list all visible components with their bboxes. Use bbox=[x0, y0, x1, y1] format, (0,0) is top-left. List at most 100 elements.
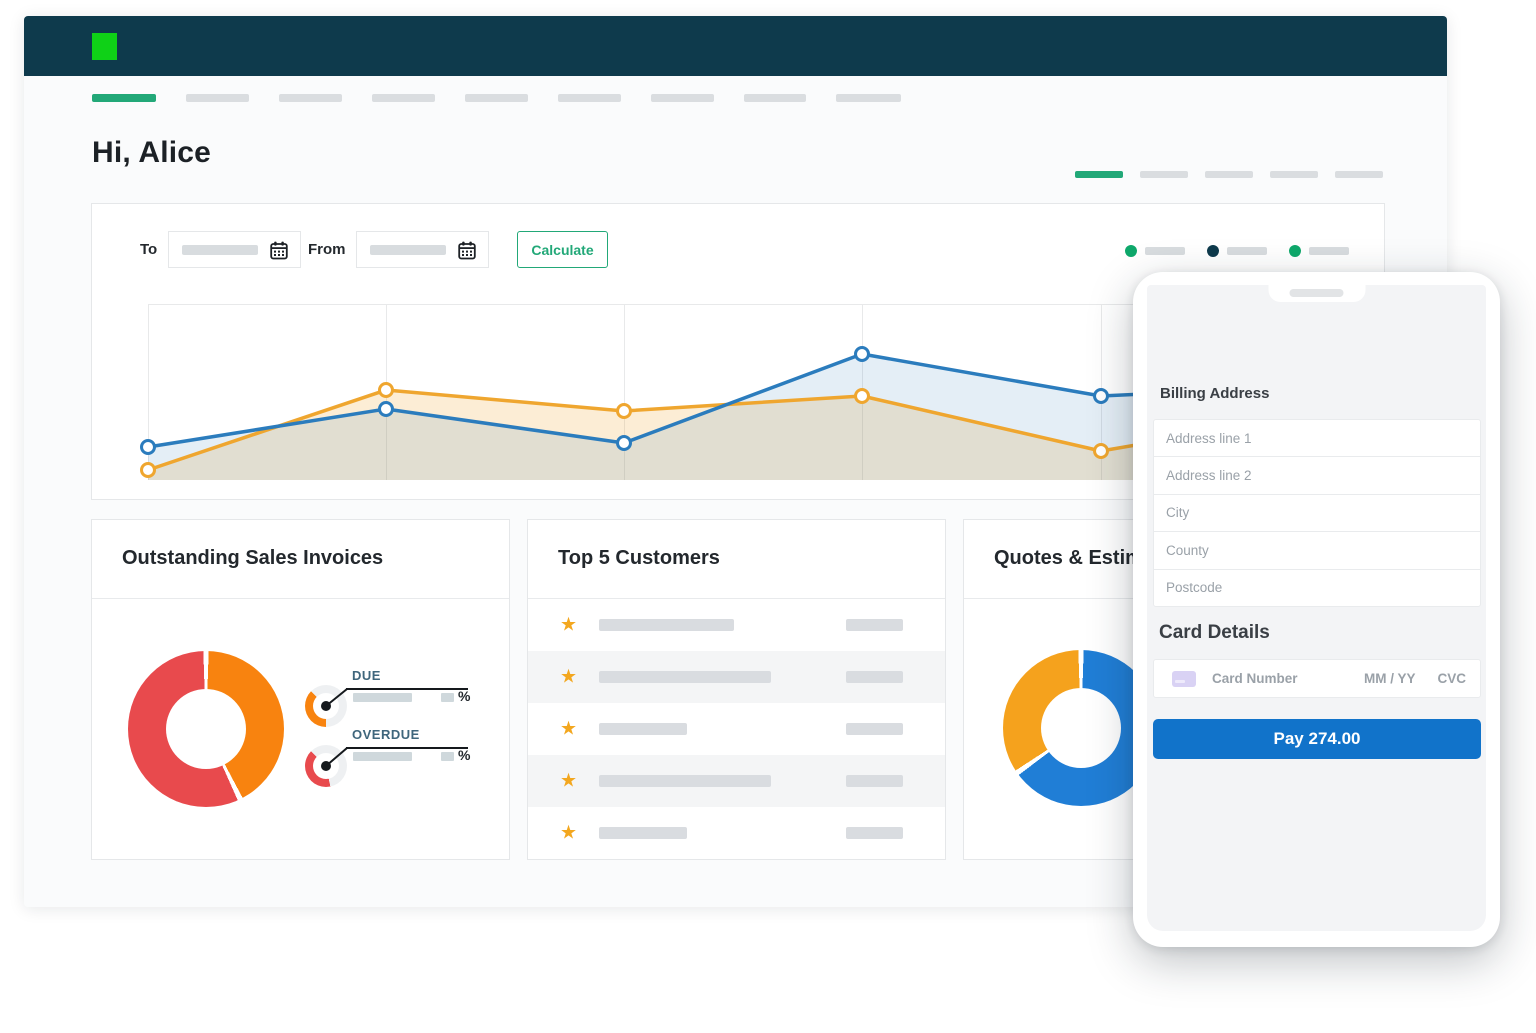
payment-phone-overlay: Billing Address Address line 1 Address li… bbox=[1133, 272, 1500, 947]
orange-series-area bbox=[148, 390, 1339, 480]
blue-series-point bbox=[378, 401, 394, 417]
overdue-callout-line bbox=[325, 747, 468, 767]
top-customers-list: ★ ★ ★ ★ ★ bbox=[528, 599, 945, 859]
overdue-percent-symbol: % bbox=[458, 747, 471, 763]
trend-chart-svg bbox=[140, 305, 1347, 480]
pay-button[interactable]: Pay 274.00 bbox=[1153, 719, 1481, 759]
star-icon: ★ bbox=[560, 718, 578, 740]
brand-logo[interactable] bbox=[92, 33, 117, 60]
legend-item-0 bbox=[1125, 245, 1185, 257]
overdue-label: OVERDUE bbox=[352, 727, 420, 742]
blue-series-point bbox=[616, 435, 632, 451]
nav-item-2[interactable] bbox=[279, 94, 342, 102]
from-date-input[interactable] bbox=[356, 231, 489, 268]
address-field-3[interactable]: County bbox=[1153, 531, 1481, 570]
from-label: From bbox=[308, 241, 346, 258]
placeholder-bar bbox=[599, 619, 734, 631]
divider bbox=[528, 598, 945, 599]
cvc-placeholder: CVC bbox=[1437, 671, 1466, 686]
outstanding-invoices-card: Outstanding Sales Invoices DUE % bbox=[91, 519, 510, 860]
placeholder-bar bbox=[846, 671, 903, 683]
star-icon: ★ bbox=[560, 666, 578, 688]
card-number-input[interactable]: Card Number MM / YY CVC bbox=[1153, 659, 1481, 698]
customer-row-2[interactable]: ★ bbox=[528, 703, 945, 755]
credit-card-icon bbox=[1172, 670, 1196, 687]
legend-item-2 bbox=[1289, 245, 1349, 257]
subnav-tab-3[interactable] bbox=[1270, 171, 1318, 178]
placeholder-bar bbox=[370, 245, 446, 255]
main-nav bbox=[92, 94, 901, 102]
card-title: Top 5 Customers bbox=[558, 547, 720, 569]
customer-row-3[interactable]: ★ bbox=[528, 755, 945, 807]
trend-chart-plot bbox=[140, 304, 1361, 480]
nav-item-4[interactable] bbox=[465, 94, 528, 102]
chart-legend bbox=[1125, 245, 1349, 257]
star-icon: ★ bbox=[560, 770, 578, 792]
placeholder-bar bbox=[599, 827, 687, 839]
subnav-tab-0[interactable] bbox=[1075, 171, 1123, 178]
calculate-button[interactable]: Calculate bbox=[517, 231, 608, 268]
subnav-tab-1[interactable] bbox=[1140, 171, 1188, 178]
orange-series-point bbox=[854, 388, 870, 404]
subnav-tab-2[interactable] bbox=[1205, 171, 1253, 178]
star-icon: ★ bbox=[560, 822, 578, 844]
address-field-4[interactable]: Postcode bbox=[1153, 568, 1481, 607]
blue-series-point bbox=[854, 346, 870, 362]
placeholder-bar bbox=[846, 775, 903, 787]
nav-item-1[interactable] bbox=[186, 94, 249, 102]
due-percent-symbol: % bbox=[458, 688, 471, 704]
nav-item-0[interactable] bbox=[92, 94, 156, 102]
due-label: DUE bbox=[352, 668, 381, 683]
expiry-placeholder: MM / YY bbox=[1363, 671, 1416, 686]
calendar-icon[interactable] bbox=[458, 241, 476, 260]
placeholder-bar bbox=[1309, 247, 1349, 255]
customer-row-1[interactable]: ★ bbox=[528, 651, 945, 703]
address-field-1[interactable]: Address line 2 bbox=[1153, 456, 1481, 495]
placeholder-bar bbox=[1227, 247, 1267, 255]
calendar-icon[interactable] bbox=[270, 241, 288, 260]
placeholder-bar bbox=[182, 245, 258, 255]
address-field-2[interactable]: City bbox=[1153, 493, 1481, 533]
placeholder-bar bbox=[353, 693, 412, 702]
nav-item-8[interactable] bbox=[836, 94, 901, 102]
page-title: Hi, Alice bbox=[92, 136, 212, 169]
orange-series-point bbox=[140, 462, 156, 478]
nav-item-6[interactable] bbox=[651, 94, 714, 102]
outstanding-donut-chart bbox=[128, 651, 284, 807]
placeholder-bar bbox=[599, 723, 687, 735]
blue-series-point bbox=[1093, 388, 1109, 404]
sub-nav bbox=[1075, 171, 1383, 178]
nav-item-5[interactable] bbox=[558, 94, 621, 102]
customer-row-0[interactable]: ★ bbox=[528, 599, 945, 651]
legend-dot bbox=[1125, 245, 1137, 257]
placeholder-square bbox=[441, 752, 454, 761]
billing-address-fields: Address line 1 Address line 2 City County Po… bbox=[1153, 419, 1481, 607]
phone-speaker bbox=[1289, 289, 1344, 297]
phone-screen bbox=[1147, 285, 1486, 931]
placeholder-bar bbox=[846, 723, 903, 735]
placeholder-square bbox=[441, 693, 454, 702]
placeholder-bar bbox=[846, 827, 903, 839]
placeholder-bar bbox=[599, 671, 771, 683]
blue-series-point bbox=[140, 439, 156, 455]
placeholder-bar bbox=[846, 619, 903, 631]
donut-hole bbox=[1041, 688, 1121, 768]
to-label: To bbox=[140, 241, 158, 258]
nav-item-7[interactable] bbox=[744, 94, 806, 102]
customer-row-4[interactable]: ★ bbox=[528, 807, 945, 859]
due-callout-line bbox=[325, 688, 468, 707]
placeholder-bar bbox=[599, 775, 771, 787]
card-details-heading: Card Details bbox=[1159, 622, 1270, 643]
legend-dot bbox=[1289, 245, 1301, 257]
legend-item-1 bbox=[1207, 245, 1267, 257]
orange-series-point bbox=[378, 382, 394, 398]
subnav-tab-4[interactable] bbox=[1335, 171, 1383, 178]
orange-series-point bbox=[616, 403, 632, 419]
billing-address-heading: Billing Address bbox=[1160, 385, 1270, 402]
top-customers-card: Top 5 Customers ★ ★ ★ ★ ★ bbox=[527, 519, 946, 860]
placeholder-bar bbox=[1145, 247, 1185, 255]
nav-item-3[interactable] bbox=[372, 94, 435, 102]
address-field-0[interactable]: Address line 1 bbox=[1153, 419, 1481, 458]
to-date-input[interactable] bbox=[168, 231, 301, 268]
